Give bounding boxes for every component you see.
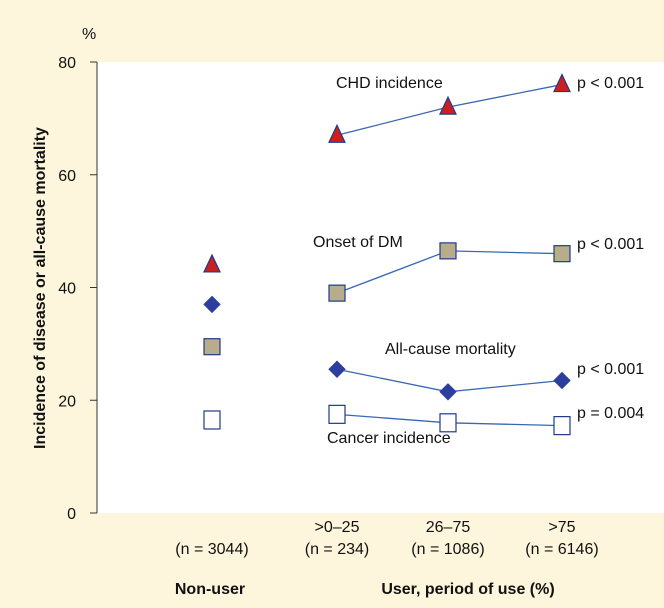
open-square-marker <box>203 410 221 430</box>
x-category-n: (n = 1086) <box>411 541 484 558</box>
x-category-n: (n = 234) <box>305 541 369 558</box>
triangle-marker <box>203 253 221 273</box>
x-category-label: 26–75 <box>426 519 471 536</box>
y-tick-label: 40 <box>58 281 76 298</box>
square-marker <box>439 242 457 260</box>
x-category-n: (n = 6146) <box>525 541 598 558</box>
y-tick-label: 0 <box>67 506 76 523</box>
p-value-chd: p < 0.001 <box>577 75 644 92</box>
open-square-marker <box>439 413 457 433</box>
y-tick-label: 80 <box>58 55 76 72</box>
x-category-label: >0–25 <box>315 519 360 536</box>
open-square-marker <box>328 404 346 424</box>
series-label-cancer: Cancer incidence <box>327 430 451 447</box>
diamond-marker <box>553 371 571 390</box>
p-value-dm: p < 0.001 <box>577 236 644 253</box>
square-marker <box>328 284 346 302</box>
diamond-marker <box>328 360 346 378</box>
series-label-chd: CHD incidence <box>336 75 443 92</box>
diamond-marker <box>203 295 221 314</box>
series-label-dm: Onset of DM <box>313 234 403 251</box>
plot-area <box>97 62 664 513</box>
y-tick-label: 20 <box>58 393 76 410</box>
diamond-marker <box>439 383 457 401</box>
y-tick-label: 60 <box>58 168 76 185</box>
series-label-mortality: All-cause mortality <box>385 341 516 358</box>
square-marker <box>203 338 221 356</box>
p-value-cancer: p = 0.004 <box>577 405 644 422</box>
triangle-marker <box>439 95 457 115</box>
group-label-user: User, period of use (%) <box>381 581 554 598</box>
triangle-marker <box>553 73 571 93</box>
p-value-mortality: p < 0.001 <box>577 361 644 378</box>
open-square-marker <box>553 416 571 436</box>
group-label-non-user: Non-user <box>175 581 245 598</box>
triangle-marker <box>328 123 346 143</box>
y-unit-label: % <box>82 26 96 43</box>
x-category-label: >75 <box>548 519 575 536</box>
square-marker <box>553 245 571 263</box>
y-axis-label: Incidence of disease or all-cause mortal… <box>32 127 49 449</box>
x-category-n: (n = 3044) <box>175 541 248 558</box>
